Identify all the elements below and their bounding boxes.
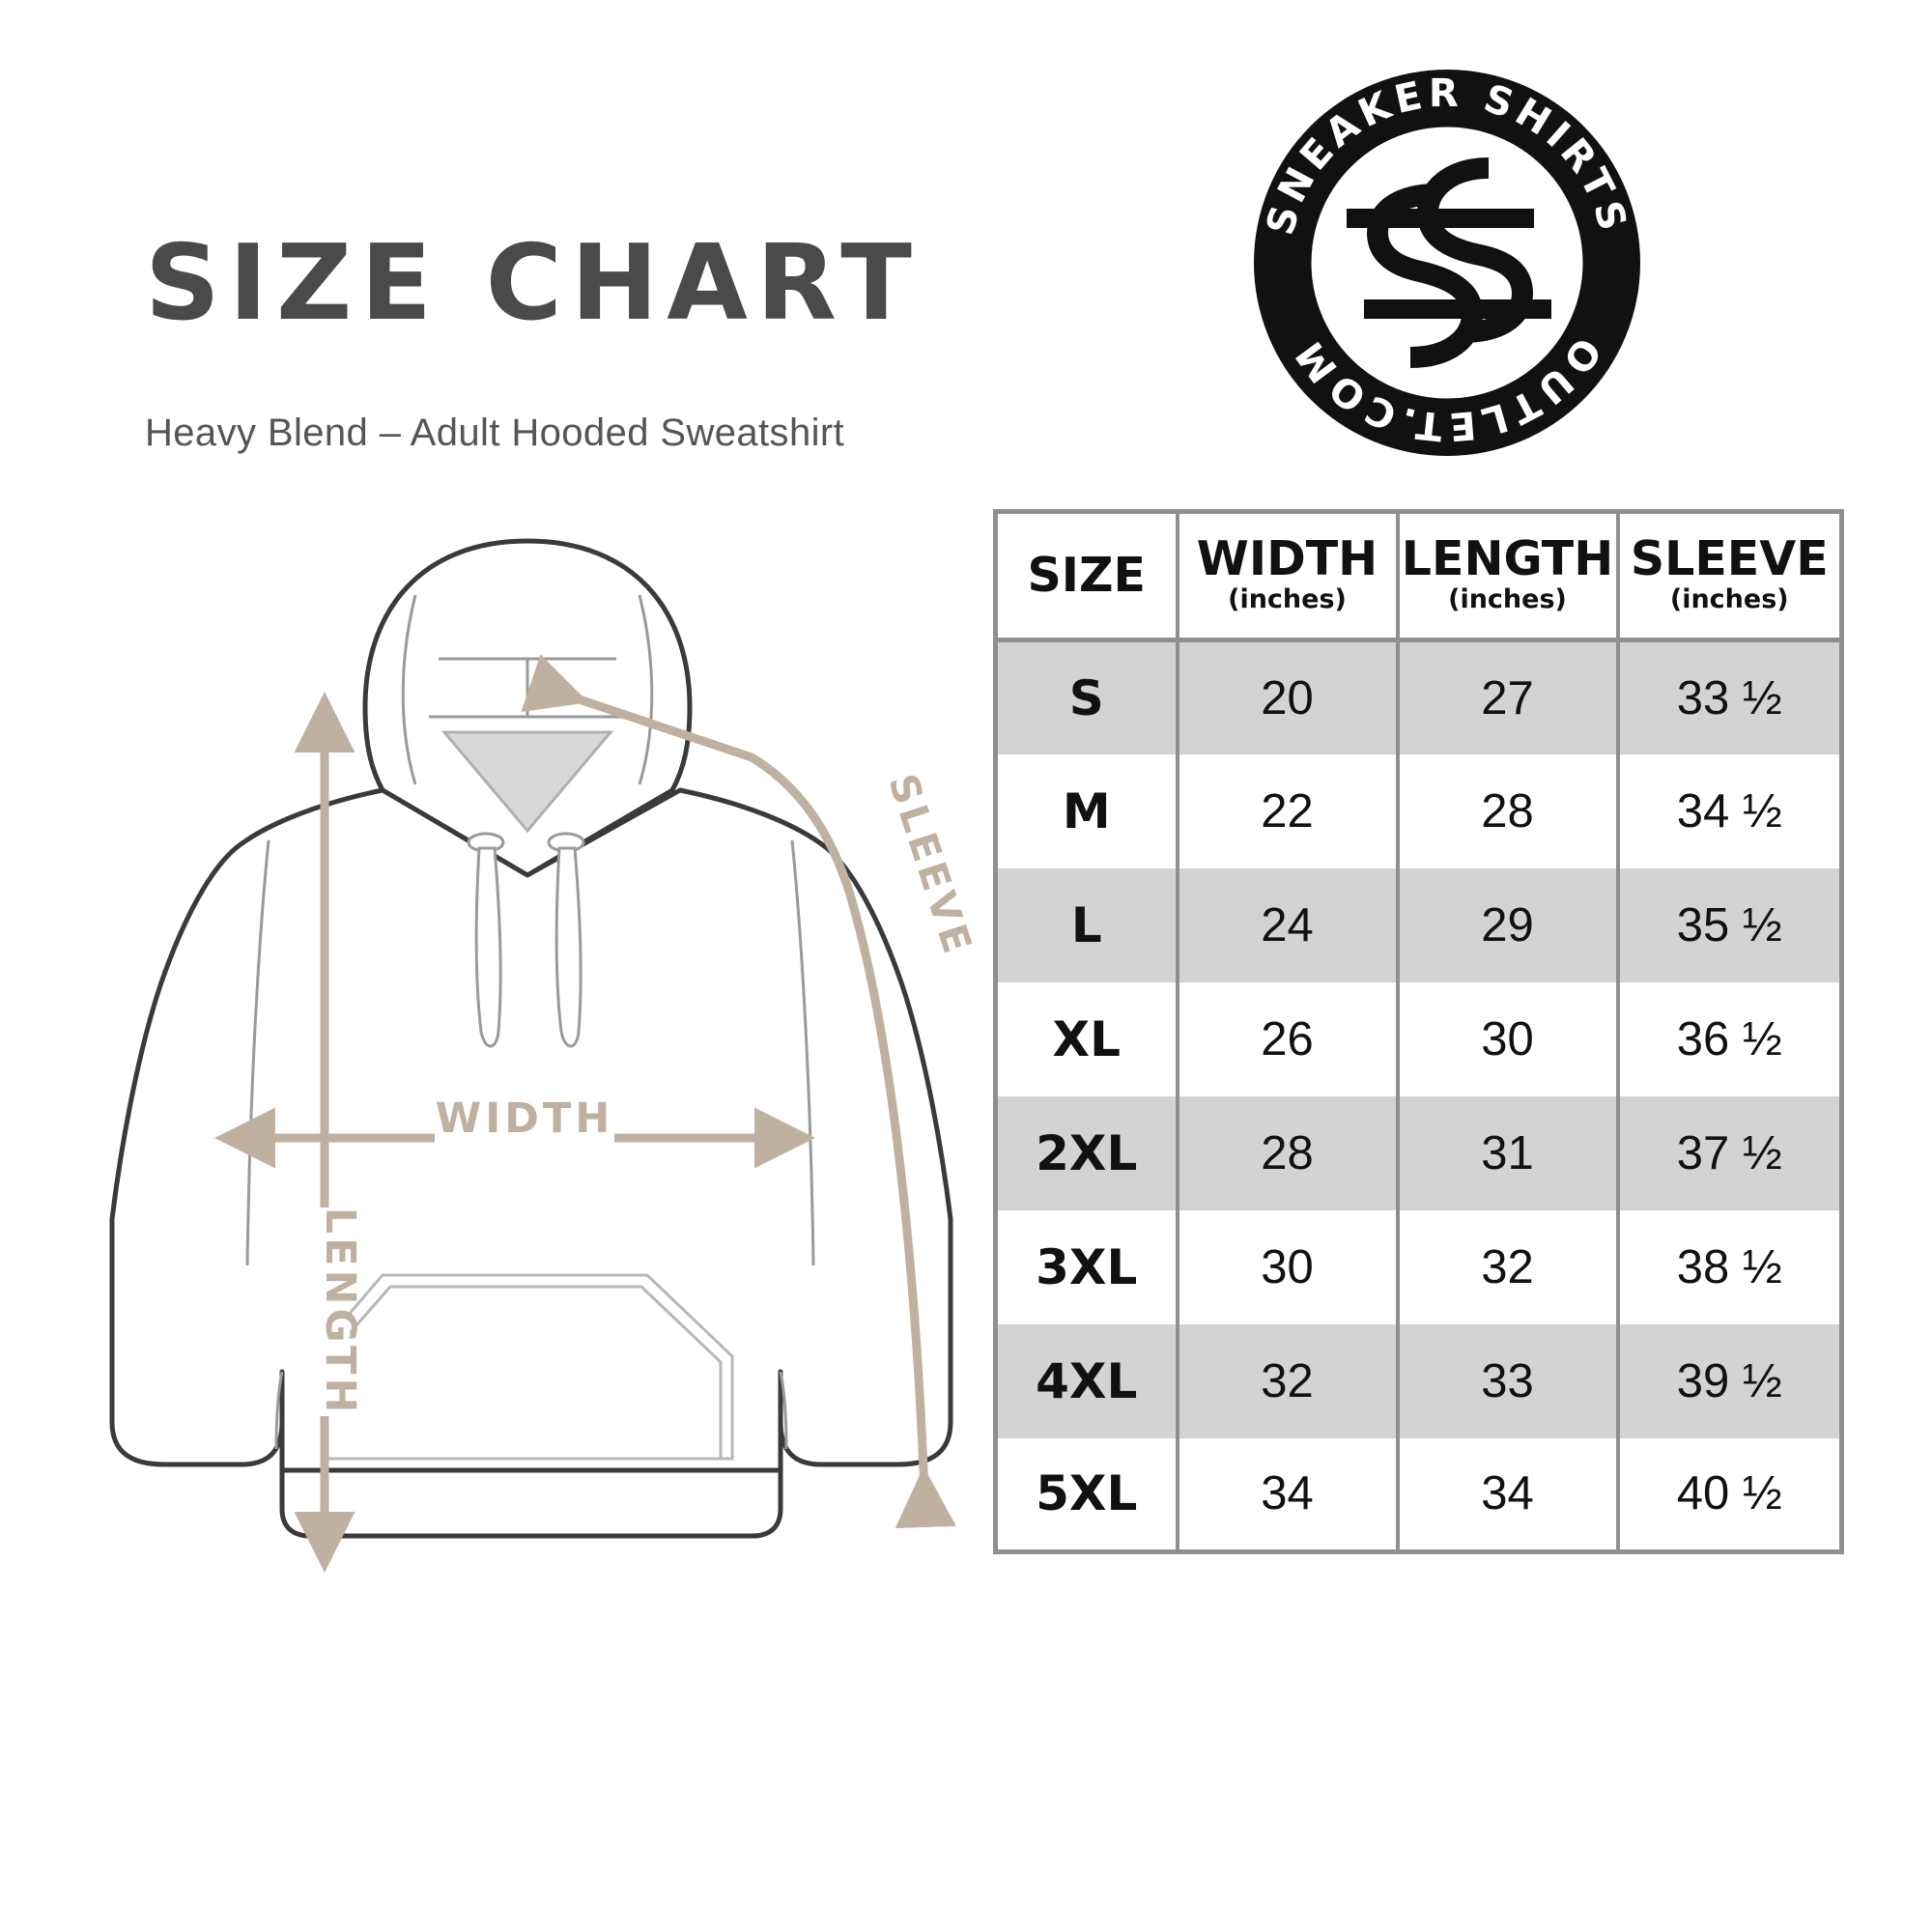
cell-length: 28 xyxy=(1395,753,1620,868)
cell-sleeve: 40 ½ xyxy=(1615,1437,1842,1552)
table-row: M 22 28 34 ½ xyxy=(995,753,1842,868)
table-header-row: SIZE WIDTH (inches) LENGTH (inches) SLEE… xyxy=(995,511,1842,642)
cell-sleeve: 38 ½ xyxy=(1615,1209,1842,1324)
column-header-width: WIDTH (inches) xyxy=(1175,511,1400,642)
brand-logo: SNEAKER SHIRTS OUTLET.COM xyxy=(1244,60,1650,466)
cell-length: 33 xyxy=(1395,1323,1620,1438)
cell-width: 32 xyxy=(1175,1323,1400,1438)
cell-sleeve: 34 ½ xyxy=(1615,753,1842,868)
column-header-length-label: LENGTH xyxy=(1401,531,1614,587)
cell-width: 26 xyxy=(1175,981,1400,1096)
logo-inner-disc xyxy=(1310,126,1584,400)
table-row: S 20 27 33 ½ xyxy=(995,639,1842,754)
page-subtitle: Heavy Blend – Adult Hooded Sweatshirt xyxy=(145,412,845,454)
cell-sleeve: 39 ½ xyxy=(1615,1323,1842,1438)
cell-length: 27 xyxy=(1395,639,1620,754)
size-table-container: SIZE WIDTH (inches) LENGTH (inches) SLEE… xyxy=(993,509,1844,1554)
cell-length: 34 xyxy=(1395,1437,1620,1552)
table-body: S 20 27 33 ½ M 22 28 34 ½ L 24 29 35 ½ XL 26 30 36 ½ 2XL… xyxy=(995,639,1842,1552)
table-row: 3XL 30 32 38 ½ xyxy=(995,1209,1842,1324)
column-header-size: SIZE xyxy=(995,511,1179,642)
column-header-sleeve-label: SLEEVE xyxy=(1630,531,1829,587)
cell-length: 29 xyxy=(1395,867,1620,982)
table-row: 2XL 28 31 37 ½ xyxy=(995,1095,1842,1210)
cell-size: 2XL xyxy=(995,1095,1179,1210)
column-header-sleeve: SLEEVE (inches) xyxy=(1615,511,1842,642)
cell-length: 30 xyxy=(1395,981,1620,1096)
table-row: L 24 29 35 ½ xyxy=(995,867,1842,982)
column-header-width-label: WIDTH xyxy=(1196,531,1378,587)
cell-length: 32 xyxy=(1395,1209,1620,1324)
cell-width: 30 xyxy=(1175,1209,1400,1324)
hoodie-illustration: WIDTH LENGTH SLEEVE xyxy=(75,502,983,1584)
size-table: SIZE WIDTH (inches) LENGTH (inches) SLEE… xyxy=(993,509,1844,1554)
column-header-width-unit: (inches) xyxy=(1228,584,1347,615)
cell-sleeve: 36 ½ xyxy=(1615,981,1842,1096)
column-header-size-label: SIZE xyxy=(1027,548,1147,604)
cell-size: 3XL xyxy=(995,1209,1179,1324)
cell-width: 24 xyxy=(1175,867,1400,982)
cell-size: 5XL xyxy=(995,1437,1179,1552)
page-title: SIZE CHART xyxy=(145,223,921,344)
title-block: SIZE CHART Heavy Blend – Adult Hooded Sw… xyxy=(145,232,947,455)
table-row: 4XL 32 33 39 ½ xyxy=(995,1323,1842,1438)
width-label: WIDTH xyxy=(436,1094,613,1143)
hoodie-outline xyxy=(109,538,953,1539)
sleeve-label: SLEEVE xyxy=(879,768,981,962)
table-row: XL 26 30 36 ½ xyxy=(995,981,1842,1096)
cell-sleeve: 35 ½ xyxy=(1615,867,1842,982)
cell-width: 34 xyxy=(1175,1437,1400,1552)
logo-monogram-ss xyxy=(1347,157,1551,368)
cell-size: M xyxy=(995,753,1179,868)
cell-width: 28 xyxy=(1175,1095,1400,1210)
cell-sleeve: 37 ½ xyxy=(1615,1095,1842,1210)
sleeve-measure-arrow xyxy=(521,654,956,1529)
cell-size: 4XL xyxy=(995,1323,1179,1438)
cell-size: L xyxy=(995,867,1179,982)
cell-width: 20 xyxy=(1175,639,1400,754)
cell-width: 22 xyxy=(1175,753,1400,868)
cell-size: S xyxy=(995,639,1179,754)
column-header-sleeve-unit: (inches) xyxy=(1669,584,1789,615)
cell-sleeve: 33 ½ xyxy=(1615,639,1842,754)
cell-length: 31 xyxy=(1395,1095,1620,1210)
length-label: LENGTH xyxy=(316,1208,364,1417)
cell-size: XL xyxy=(995,981,1179,1096)
column-header-length: LENGTH (inches) xyxy=(1395,511,1620,642)
column-header-length-unit: (inches) xyxy=(1448,584,1567,615)
table-row: 5XL 34 34 40 ½ xyxy=(995,1437,1842,1552)
